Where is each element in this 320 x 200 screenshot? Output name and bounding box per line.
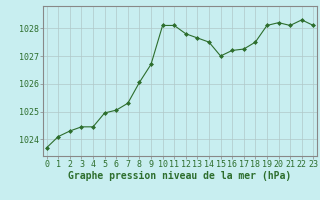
X-axis label: Graphe pression niveau de la mer (hPa): Graphe pression niveau de la mer (hPa)	[68, 171, 292, 181]
